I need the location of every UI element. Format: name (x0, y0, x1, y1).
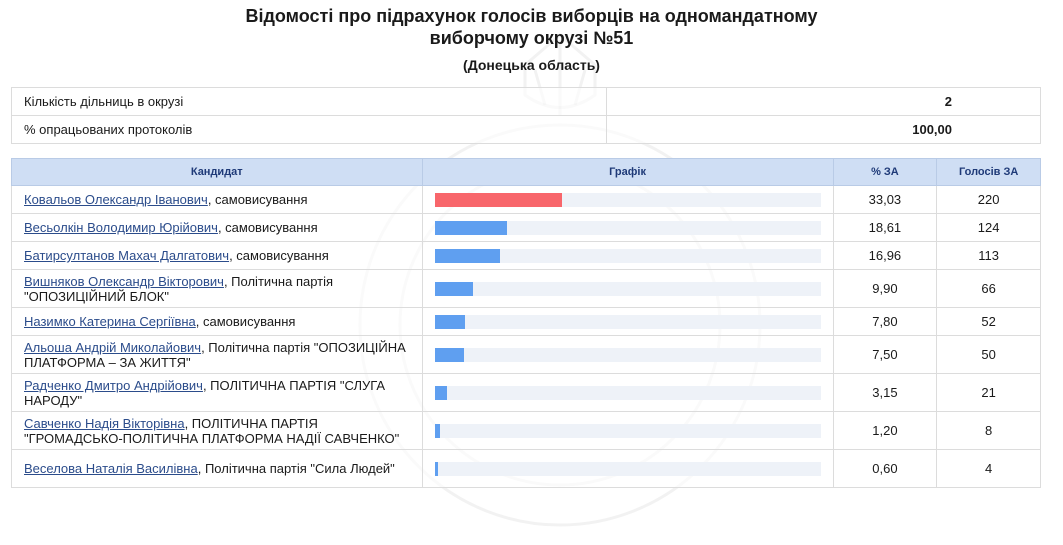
vote-bar (434, 192, 562, 207)
vote-bar-track (434, 461, 821, 476)
vote-bar (434, 423, 440, 438)
candidate-party: , самовисування (207, 192, 308, 207)
candidate-party: , ПОЛІТИЧНА ПАРТІЯ "СЛУГА НАРОДУ" (24, 377, 386, 408)
votes-cell: 8 (936, 411, 1041, 450)
candidate-cell: Батирсултанов Махач Далгатович, самовису… (11, 241, 423, 270)
summary-label: Кількість дільниць в окрузі (10, 87, 608, 116)
vote-bar (434, 314, 465, 329)
vote-bar (434, 461, 438, 476)
page-title: Відомості про підрахунок голосів виборці… (0, 5, 1063, 49)
candidate-name-link[interactable]: Альоша Андрій Миколайович (24, 339, 202, 355)
page-title-line-2: виборчому окрузі №51 (429, 28, 634, 48)
votes-cell: 220 (936, 185, 1041, 214)
percent-cell: 0,60 (832, 449, 938, 488)
chart-cell (421, 411, 834, 450)
vote-bar (434, 248, 500, 263)
column-header-votes[interactable]: Голосів ЗА (936, 158, 1041, 186)
summary-row: Кількість дільниць в окрузі 2 (10, 87, 1041, 116)
candidate-cell: Назимко Катерина Сергіївна, самовисуванн… (11, 307, 423, 336)
candidate-name-link[interactable]: Весьолкін Володимир Юрійович (24, 220, 218, 235)
chart-cell (421, 307, 834, 336)
page-title-line-1: Відомості про підрахунок голосів виборці… (245, 6, 818, 26)
table-row: Весьолкін Володимир Юрійович, самовисува… (11, 213, 1041, 242)
candidate-party: , Політична партія "ОПОЗИЦІЙНА ПЛАТФОРМА… (24, 339, 406, 370)
column-header-chart: Графік (421, 158, 834, 186)
candidate-party: , самовисування (229, 248, 329, 263)
candidate-cell: Ковальов Олександр Іванович, самовисуван… (11, 185, 423, 214)
summary-value: 2 (606, 87, 1041, 116)
candidate-cell: Радченко Дмитро Андрійович, ПОЛІТИЧНА ПА… (11, 373, 423, 412)
votes-cell: 50 (936, 335, 1041, 374)
summary-value: 100,00 (606, 115, 1041, 144)
chart-cell (421, 185, 834, 214)
table-row: Радченко Дмитро Андрійович, ПОЛІТИЧНА ПА… (11, 373, 1041, 412)
votes-cell: 124 (936, 213, 1041, 242)
percent-cell: 7,50 (832, 335, 938, 374)
candidate-name-link[interactable]: Веселова Наталія Василівна (24, 461, 198, 476)
candidate-cell: Савченко Надія Вікторівна, ПОЛІТИЧНА ПАР… (11, 411, 423, 450)
vote-bar-track (434, 385, 821, 400)
candidate-name-link[interactable]: Вишняков Олександр Вікторович (24, 273, 224, 289)
table-row: Веселова Наталія Василівна, Політична па… (11, 449, 1041, 488)
votes-cell: 66 (936, 269, 1041, 308)
vote-bar-track (434, 423, 821, 438)
candidate-cell: Вишняков Олександр Вікторович, Політична… (11, 269, 423, 308)
candidate-party: , самовисування (217, 220, 318, 235)
table-row: Батирсултанов Махач Далгатович, самовису… (11, 241, 1041, 270)
candidate-party: , Політична партія "ОПОЗИЦІЙНИЙ БЛОК" (24, 273, 334, 304)
candidate-name-link[interactable]: Батирсултанов Махач Далгатович (24, 248, 230, 263)
percent-cell: 16,96 (832, 241, 938, 270)
vote-bar-track (434, 248, 821, 263)
vote-bar (434, 385, 447, 400)
summary-label: % опрацьованих протоколів (10, 115, 608, 144)
vote-bar (434, 220, 507, 235)
column-header-percent[interactable]: % ЗА (832, 158, 938, 186)
vote-bar (434, 281, 473, 296)
vote-bar-track (434, 281, 821, 296)
candidate-name-link[interactable]: Ковальов Олександр Іванович (24, 192, 208, 207)
vote-bar-track (434, 192, 821, 207)
results-header-row: Кандидат Графік % ЗА Голосів ЗА (11, 158, 1041, 186)
percent-cell: 18,61 (832, 213, 938, 242)
summary-row: % опрацьованих протоколів 100,00 (10, 115, 1041, 144)
votes-cell: 21 (936, 373, 1041, 412)
candidate-name-link[interactable]: Назимко Катерина Сергіївна (24, 314, 196, 329)
vote-bar-track (434, 220, 821, 235)
vote-bar-track (434, 347, 821, 362)
percent-cell: 33,03 (832, 185, 938, 214)
percent-cell: 9,90 (832, 269, 938, 308)
table-row: Альоша Андрій Миколайович, Політична пар… (11, 335, 1041, 374)
candidate-cell: Веселова Наталія Василівна, Політична па… (11, 449, 423, 488)
chart-cell (421, 335, 834, 374)
table-row: Савченко Надія Вікторівна, ПОЛІТИЧНА ПАР… (11, 411, 1041, 450)
table-row: Назимко Катерина Сергіївна, самовисуванн… (11, 307, 1041, 336)
candidate-name-link[interactable]: Радченко Дмитро Андрійович (24, 377, 203, 393)
chart-cell (421, 449, 834, 488)
table-row: Вишняков Олександр Вікторович, Політична… (11, 269, 1041, 308)
candidate-party: , самовисування (195, 314, 296, 329)
votes-cell: 113 (936, 241, 1041, 270)
chart-cell (421, 241, 834, 270)
chart-cell (421, 213, 834, 242)
candidate-cell: Альоша Андрій Миколайович, Політична пар… (11, 335, 423, 374)
percent-cell: 7,80 (832, 307, 938, 336)
candidate-results-table: Кандидат Графік % ЗА Голосів ЗА Ковальов… (11, 158, 1041, 488)
votes-cell: 4 (936, 449, 1041, 488)
vote-bar-track (434, 314, 821, 329)
vote-bar (434, 347, 464, 362)
column-header-candidate[interactable]: Кандидат (11, 158, 423, 186)
votes-cell: 52 (936, 307, 1041, 336)
candidate-cell: Весьолкін Володимир Юрійович, самовисува… (11, 213, 423, 242)
district-summary-table: Кількість дільниць в окрузі 2% опрацьован… (10, 87, 1041, 144)
candidate-name-link[interactable]: Савченко Надія Вікторівна (24, 415, 185, 431)
candidate-party: , Політична партія "Сила Людей" (197, 461, 395, 476)
region-subtitle: (Донецька область) (463, 57, 600, 73)
candidate-party: , ПОЛІТИЧНА ПАРТІЯ "ГРОМАДСЬКО-ПОЛІТИЧНА… (24, 415, 400, 446)
percent-cell: 1,20 (832, 411, 938, 450)
percent-cell: 3,15 (832, 373, 938, 412)
chart-cell (421, 269, 834, 308)
table-row: Ковальов Олександр Іванович, самовисуван… (11, 185, 1041, 214)
chart-cell (421, 373, 834, 412)
